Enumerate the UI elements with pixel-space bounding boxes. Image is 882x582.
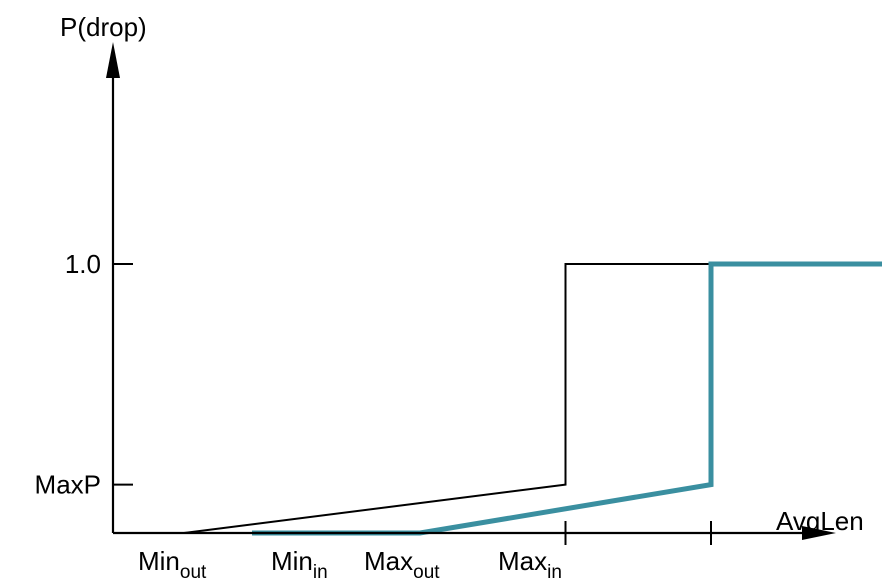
ticks-layer: 1.0 MaxP Minout Minin Maxout Maxin — [35, 249, 712, 582]
y-axis-arrowhead — [106, 42, 120, 78]
x-axis-arrowhead — [802, 526, 836, 540]
x-tick-label-3: Maxout — [364, 546, 440, 582]
y-axis-label: P(drop) — [60, 12, 147, 42]
series-line-2 — [252, 261, 882, 536]
x-tick-label-1: Minout — [138, 546, 207, 582]
series-line-1 — [113, 263, 882, 534]
x-axis-label: AvgLen — [776, 506, 864, 536]
series-layer — [113, 261, 882, 536]
x-tick-label-4: Maxin — [498, 546, 562, 582]
y-tick-label-2: MaxP — [35, 470, 101, 500]
x-tick-label-2: Minin — [271, 546, 328, 582]
y-tick-label-1: 1.0 — [65, 249, 101, 279]
